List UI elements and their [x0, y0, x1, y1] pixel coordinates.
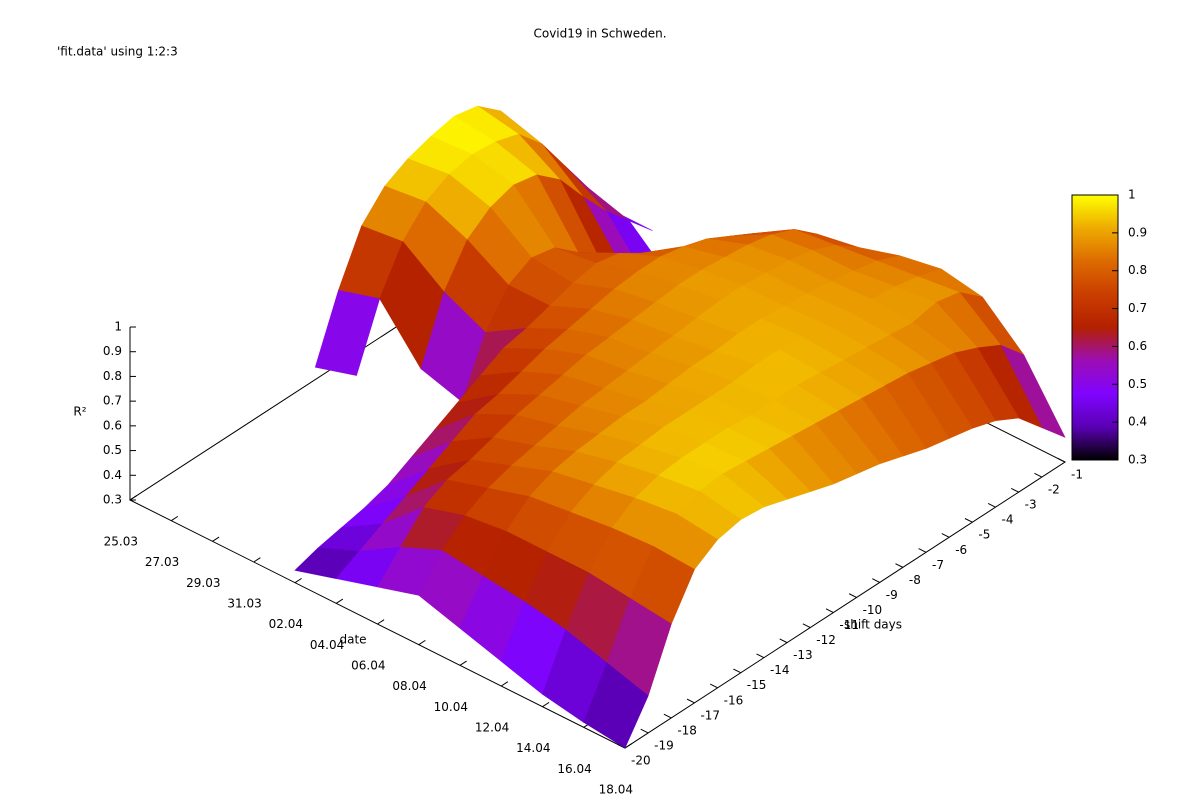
x-tick-label: 10.04 — [434, 700, 468, 714]
y-tick-label: -12 — [816, 633, 836, 647]
y-tick-label: -7 — [932, 558, 944, 572]
y-tick-label: -1 — [1071, 468, 1083, 482]
x-tick — [418, 639, 426, 646]
y-tick — [663, 713, 672, 719]
x-tick-label: 12.04 — [475, 721, 509, 735]
y-tick — [964, 518, 973, 523]
x-tick-label: 27.03 — [145, 555, 179, 569]
y-tick — [941, 533, 950, 538]
colorbar — [1071, 194, 1119, 461]
z-tick-label: 0.9 — [103, 344, 122, 358]
x-tick — [542, 701, 550, 708]
colorbar-tick-label: 0.5 — [1128, 377, 1147, 391]
colorbar-tick-label: 0.6 — [1128, 339, 1147, 353]
y-tick — [872, 578, 880, 583]
y-tick-label: -20 — [631, 754, 651, 768]
y-tick-label: -5 — [978, 528, 990, 542]
surface-cell — [314, 290, 381, 376]
y-tick-label: -15 — [747, 678, 767, 692]
x-tick — [212, 536, 220, 542]
x-tick-label: 08.04 — [392, 679, 426, 693]
y-tick-label: -11 — [839, 618, 859, 632]
y-tick — [1057, 457, 1066, 463]
z-tick-label: 0.5 — [103, 443, 122, 457]
z-tick-label: 0.3 — [103, 493, 122, 507]
x-tick-label: 29.03 — [186, 576, 220, 590]
y-tick-label: -3 — [1025, 498, 1037, 512]
z-axis-label: R² — [73, 405, 86, 419]
y-axis-label: shift days — [844, 618, 902, 632]
colorbar-tick-label: 1 — [1128, 188, 1136, 202]
y-tick — [848, 593, 857, 598]
y-tick — [756, 653, 765, 659]
y-tick-label: -6 — [955, 543, 967, 557]
y-tick — [779, 638, 788, 644]
colorbar-tick-label: 0.3 — [1128, 453, 1147, 467]
x-tick — [335, 598, 344, 604]
x-tick-label: 06.04 — [351, 659, 385, 673]
colorbar-tick-label: 0.4 — [1128, 415, 1147, 429]
y-tick — [895, 563, 904, 568]
y-tick-label: -8 — [909, 573, 921, 587]
z-tick-label: 0.4 — [103, 468, 122, 482]
x-axis-label: date — [339, 633, 366, 647]
x-tick — [294, 577, 302, 584]
x-tick-label: 31.03 — [227, 597, 261, 611]
x-tick-label: 25.03 — [104, 535, 138, 549]
key-label: 'fit.data' using 1:2:3 — [57, 45, 178, 59]
x-tick-label: 18.04 — [599, 783, 633, 797]
y-tick — [686, 698, 695, 704]
y-tick-label: -13 — [793, 648, 813, 662]
y-tick-label: -16 — [724, 693, 744, 707]
x-tick — [377, 619, 385, 625]
chart-title: Covid19 in Schweden. — [533, 27, 666, 41]
y-tick — [802, 623, 811, 629]
y-tick — [709, 683, 718, 689]
colorbar-tick-label: 0.9 — [1128, 225, 1147, 239]
colorbar-tick-label: 0.7 — [1128, 301, 1147, 315]
y-tick — [733, 668, 742, 674]
z-tick-label: 0.7 — [103, 394, 122, 408]
y-tick — [1011, 487, 1019, 493]
z-tick-label: 0.6 — [103, 418, 122, 432]
x-tick — [129, 495, 137, 501]
z-tick-label: 1 — [114, 320, 122, 334]
y-tick — [918, 548, 927, 553]
x-tick — [459, 660, 467, 666]
x-tick-label: 16.04 — [557, 762, 591, 776]
x-tick — [500, 681, 509, 687]
x-tick-label: 14.04 — [516, 741, 550, 755]
y-tick — [640, 728, 649, 734]
x-tick-label: 04.04 — [310, 638, 344, 652]
x-tick — [170, 515, 179, 522]
y-tick-label: -9 — [886, 588, 898, 602]
y-tick-label: -19 — [654, 738, 674, 752]
y-tick-label: -17 — [700, 708, 720, 722]
colorbar-tick-label: 0.8 — [1128, 263, 1147, 277]
x-tick — [624, 743, 632, 749]
y-tick-label: -14 — [770, 663, 790, 677]
y-tick — [1034, 472, 1043, 478]
y-tick-label: -10 — [863, 603, 883, 617]
surface-cell — [583, 662, 649, 749]
y-tick — [987, 502, 996, 508]
y-tick-label: -2 — [1048, 483, 1060, 497]
z-tick-label: 0.8 — [103, 369, 122, 383]
y-tick-label: -18 — [677, 723, 697, 737]
y-tick-label: -4 — [1002, 513, 1014, 527]
surface — [294, 105, 1066, 749]
x-tick-label: 02.04 — [269, 617, 303, 631]
x-tick — [253, 557, 261, 563]
y-tick — [825, 608, 834, 613]
